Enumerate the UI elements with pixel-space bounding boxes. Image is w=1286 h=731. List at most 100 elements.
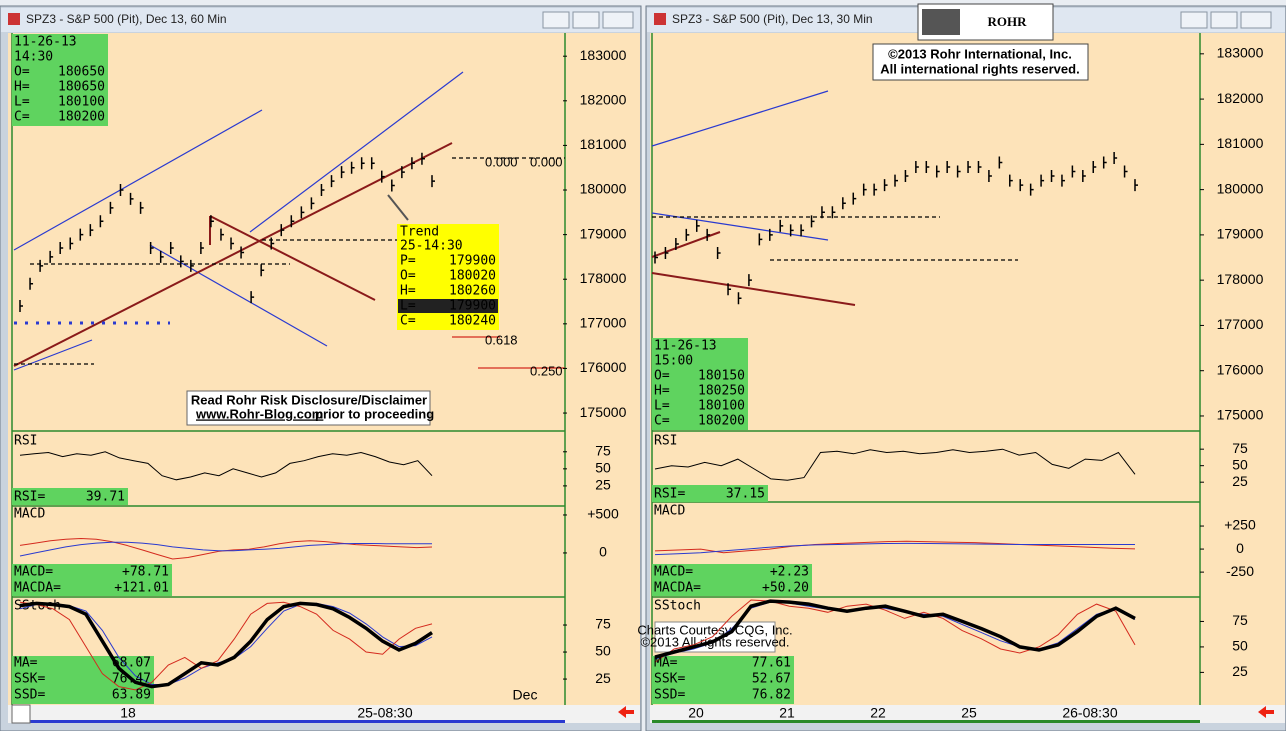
scroll-arrow[interactable] — [1258, 706, 1274, 718]
copyright: ©2013 Rohr International, Inc. — [888, 46, 1072, 61]
readout-value: 63.89 — [112, 688, 151, 703]
readout-box — [652, 485, 768, 502]
stoch-line — [19, 601, 433, 689]
price-bar — [831, 206, 836, 219]
readout-value: 68.07 — [112, 656, 151, 671]
logo-emblem — [922, 9, 960, 35]
trend-value: 180260 — [449, 284, 496, 299]
session-strip — [652, 720, 1200, 723]
y-tick-label: 75 — [1232, 612, 1248, 628]
y-tick-label: 50 — [1232, 638, 1248, 654]
info-label: H= — [14, 80, 30, 95]
y-tick-label: 177000 — [1217, 316, 1264, 332]
close-button[interactable] — [602, 11, 634, 29]
price-bar — [1050, 170, 1055, 183]
info-time: 14:30 — [14, 50, 53, 65]
price-bar — [180, 255, 184, 268]
price-bar — [69, 237, 74, 250]
price-bar — [1113, 151, 1118, 164]
trend-label: H= — [400, 284, 416, 299]
price-bar — [883, 179, 888, 192]
price-bar — [39, 259, 44, 272]
price-bar — [862, 183, 867, 196]
maximize-button[interactable] — [572, 11, 600, 29]
y-tick-label: 0 — [1236, 540, 1244, 556]
macd-line — [19, 541, 432, 557]
price-bar — [79, 228, 84, 241]
info-label: H= — [654, 384, 670, 399]
trend-label: L= — [400, 299, 416, 314]
price-bar — [1019, 179, 1024, 192]
close-button[interactable] — [1240, 11, 1272, 29]
readout-label: SSD= — [14, 688, 45, 703]
y-tick-label: 0 — [599, 544, 607, 560]
y-tick-label: 179000 — [1217, 226, 1264, 242]
maximize-button[interactable] — [1210, 11, 1238, 29]
readout-value: +2.23 — [770, 565, 809, 580]
info-value: 180650 — [58, 80, 105, 95]
readout-value: 77.61 — [752, 656, 791, 671]
time-label: 25 — [961, 705, 977, 721]
minimize-button[interactable] — [1180, 11, 1208, 29]
panel-label: MACD — [14, 507, 45, 522]
price-bar — [737, 292, 742, 305]
price-bar — [99, 215, 104, 228]
disclaimer-text: Read Rohr Risk Disclosure/Disclaimer — [191, 392, 427, 407]
price-bar — [988, 170, 992, 183]
time-axis — [650, 705, 1285, 723]
minimize-button[interactable] — [542, 11, 570, 29]
price-bar — [956, 165, 961, 178]
readout-value: 76.47 — [112, 672, 151, 687]
window-buttons[interactable] — [542, 11, 1272, 29]
price-bar — [350, 161, 355, 174]
price-bar — [220, 228, 224, 241]
price-bar — [915, 160, 919, 173]
trend-time: 25-14:30 — [400, 239, 463, 254]
scroll-arrow[interactable] — [618, 706, 634, 718]
price-bar — [411, 157, 415, 170]
copyright: All international rights reserved. — [880, 61, 1079, 76]
price-bar — [360, 157, 365, 170]
trend-title: Trend — [400, 225, 439, 240]
y-tick-label: 175000 — [1217, 407, 1264, 423]
info-date: 11-26-13 — [654, 339, 717, 354]
price-bar — [159, 250, 164, 263]
price-bar — [240, 246, 245, 259]
y-tick-label: 75 — [595, 616, 611, 632]
time-label: 25-08:30 — [357, 705, 412, 721]
y-tick-label: 25 — [1232, 473, 1248, 489]
panel-label: SStoch — [654, 599, 701, 614]
y-tick-label: 182000 — [580, 92, 627, 108]
price-bar — [149, 242, 154, 255]
info-box — [12, 34, 108, 126]
y-tick-label: 175000 — [580, 404, 627, 420]
price-bar — [19, 299, 23, 312]
price-bar — [1082, 170, 1086, 183]
stoch-line — [654, 599, 1136, 659]
info-label: O= — [14, 65, 30, 80]
readout-label: SSK= — [654, 672, 685, 687]
readout-value: 52.67 — [752, 672, 791, 687]
scroll-thumb[interactable] — [11, 704, 31, 724]
price-bar — [967, 160, 972, 173]
fib-label: 0.000 — [530, 154, 563, 169]
price-bar — [139, 201, 144, 214]
price-bar — [894, 174, 898, 187]
readout-value: +78.71 — [122, 565, 169, 580]
price-bar — [401, 166, 405, 179]
readout-value: 37.15 — [726, 487, 765, 502]
price-bar — [280, 224, 285, 237]
price-bar — [29, 277, 34, 290]
info-label: L= — [14, 95, 30, 110]
readout-label: RSI= — [14, 490, 45, 505]
price-bar — [330, 175, 335, 188]
app-icon — [654, 13, 666, 25]
trend-value: 179900 — [449, 299, 496, 314]
price-bar — [169, 242, 174, 255]
y-tick-label: -250 — [1226, 563, 1254, 579]
info-label: O= — [654, 369, 670, 384]
info-value: 180250 — [698, 384, 745, 399]
trend-label: P= — [400, 254, 416, 269]
disclaimer-link[interactable]: www.Rohr-Blog.com — [195, 406, 323, 421]
fib-label: 0.000 — [485, 154, 518, 169]
